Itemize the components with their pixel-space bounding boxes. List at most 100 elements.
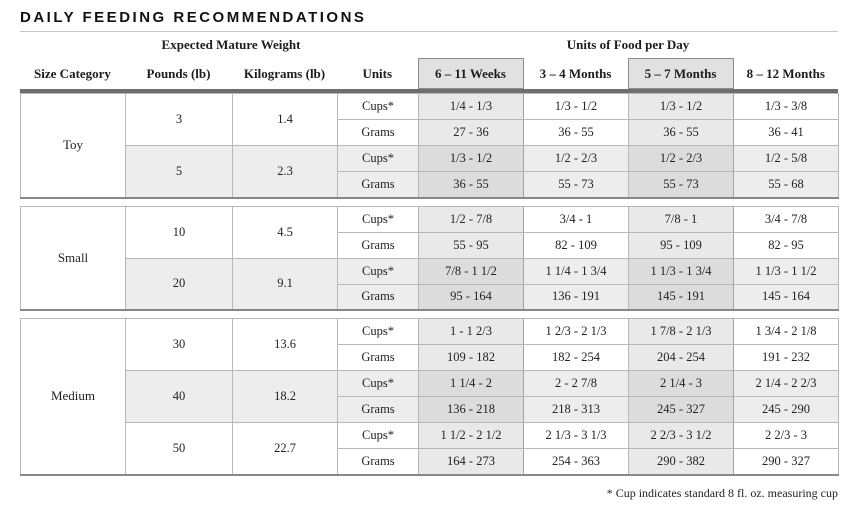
table-row: Grams 164 - 273 254 - 363 290 - 382 290 - 32… <box>21 448 839 475</box>
column-header-3-4-months: 3 – 4 Months <box>539 65 612 81</box>
grams-value-cell: 109 - 182 <box>418 344 524 371</box>
cups-value-cell: 1/3 - 1/2 <box>418 145 524 172</box>
grams-value-cell: 191 - 232 <box>733 344 839 371</box>
grams-value-cell: 204 - 254 <box>628 344 734 371</box>
cups-value-cell: 1 1/3 - 1 3/4 <box>628 257 734 285</box>
column-header-8-12-months: 8 – 12 Months <box>746 65 825 81</box>
units-label-cell: Cups* <box>337 370 419 397</box>
table-row: 5 2.3 Cups* 1/3 - 1/2 1/2 - 2/3 1/2 - 2/3 1/2 … <box>21 145 839 198</box>
table-row: Small 10 4.5 Cups* 1/2 - 7/8 3/4 - 1 7/8 - 1 3/… <box>20 205 839 311</box>
grams-value-cell: 218 - 313 <box>523 396 629 423</box>
kilograms-cell: 22.7 <box>232 422 338 475</box>
cups-value-cell: 1/3 - 1/2 <box>523 93 629 120</box>
cups-value-cell: 3/4 - 7/8 <box>733 205 839 233</box>
grams-value-cell: 245 - 290 <box>733 396 839 423</box>
section-table-small: Small 10 4.5 Cups* 1/2 - 7/8 3/4 - 1 7/8 - 1 3/… <box>20 205 839 311</box>
grams-value-cell: 95 - 164 <box>418 283 524 311</box>
cups-value-cell: 1 1/4 - 1 3/4 <box>523 257 629 285</box>
pounds-cell: 50 <box>125 422 233 475</box>
cups-value-cell: 1/2 - 2/3 <box>523 145 629 172</box>
cups-value-cell: 2 2/3 - 3 1/2 <box>628 422 734 449</box>
group-header-expected-mature-weight: Expected Mature Weight <box>161 37 301 53</box>
grams-value-cell: 254 - 363 <box>523 448 629 475</box>
cups-value-cell: 1/3 - 1/2 <box>628 93 734 120</box>
grams-value-cell: 36 - 55 <box>523 119 629 146</box>
table-row: Grams 36 - 55 55 - 73 55 - 73 55 - 68 <box>21 171 839 198</box>
table-row: 20 9.1 Cups* 7/8 - 1 1/2 1 1/4 - 1 3/4 1 1/3 … <box>21 257 839 311</box>
empty-cell <box>20 32 125 59</box>
grams-value-cell: 36 - 55 <box>628 119 734 146</box>
cups-value-cell: 1 2/3 - 2 1/3 <box>523 318 629 345</box>
units-label-cell: Grams <box>337 231 419 259</box>
pounds-cell: 5 <box>125 145 233 198</box>
cups-value-cell: 1/4 - 1/3 <box>418 93 524 120</box>
cups-value-cell: 7/8 - 1 <box>628 205 734 233</box>
units-label-cell: Grams <box>337 119 419 146</box>
grams-value-cell: 36 - 55 <box>418 171 524 198</box>
grams-value-cell: 145 - 164 <box>733 283 839 311</box>
cups-value-cell: 1 1/3 - 1 1/2 <box>733 257 839 285</box>
cups-value-cell: 2 1/4 - 2 2/3 <box>733 370 839 397</box>
units-label-cell: Grams <box>337 283 419 311</box>
units-label-cell: Grams <box>337 344 419 371</box>
column-header-pounds: Pounds (lb) <box>146 65 211 81</box>
kilograms-cell: 9.1 <box>232 257 338 311</box>
units-label-cell: Grams <box>337 396 419 423</box>
column-header-5-7-months: 5 – 7 Months <box>627 58 734 89</box>
group-header-units-of-food-per-day: Units of Food per Day <box>566 37 690 52</box>
grams-value-cell: 290 - 327 <box>733 448 839 475</box>
pounds-cell: 10 <box>125 205 233 259</box>
kilograms-cell: 2.3 <box>232 145 338 198</box>
table-row: Grams 109 - 182 182 - 254 204 - 254 191 - 23… <box>21 344 839 371</box>
table-header: Expected Mature Weight Units of Food per… <box>20 31 839 89</box>
table-row: Grams 55 - 95 82 - 109 95 - 109 82 - 95 <box>21 231 839 259</box>
cups-value-cell: 1 1/4 - 2 <box>418 370 524 397</box>
kilograms-cell: 18.2 <box>232 370 338 423</box>
section-table-medium: Medium 30 13.6 Cups* 1 - 1 2/3 1 2/3 - 2 1/3 1… <box>20 318 839 476</box>
cups-value-cell: 2 2/3 - 3 <box>733 422 839 449</box>
cups-value-cell: 2 1/3 - 3 1/3 <box>523 422 629 449</box>
cups-value-cell: 2 1/4 - 3 <box>628 370 734 397</box>
grams-value-cell: 290 - 382 <box>628 448 734 475</box>
grams-value-cell: 82 - 95 <box>733 231 839 259</box>
cups-value-cell: 1 7/8 - 2 1/3 <box>628 318 734 345</box>
units-label-cell: Cups* <box>337 422 419 449</box>
units-label-cell: Cups* <box>337 145 419 172</box>
pounds-cell: 40 <box>125 370 233 423</box>
table-row: Medium 30 13.6 Cups* 1 - 1 2/3 1 2/3 - 2 1/3 1… <box>20 318 839 475</box>
table-row: Grams 95 - 164 136 - 191 145 - 191 145 - 164 <box>21 283 839 311</box>
grams-value-cell: 182 - 254 <box>523 344 629 371</box>
column-header-6-11-weeks: 6 – 11 Weeks <box>417 58 524 89</box>
grams-value-cell: 55 - 95 <box>418 231 524 259</box>
column-header-kilograms: Kilograms (lb) <box>243 65 326 81</box>
cups-value-cell: 1 - 1 2/3 <box>418 318 524 345</box>
cups-value-cell: 1 1/2 - 2 1/2 <box>418 422 524 449</box>
grams-value-cell: 136 - 218 <box>418 396 524 423</box>
group-header-row: Expected Mature Weight Units of Food per… <box>20 32 838 59</box>
grams-value-cell: 82 - 109 <box>523 231 629 259</box>
cups-value-cell: 1/2 - 7/8 <box>418 205 524 233</box>
column-header-size-category: Size Category <box>34 65 111 81</box>
cups-value-cell: 1/2 - 5/8 <box>733 145 839 172</box>
table-row: 50 22.7 Cups* 1 1/2 - 2 1/2 2 1/3 - 3 1/3 2 2… <box>21 422 839 475</box>
size-category-cell: Small <box>20 205 126 311</box>
cups-value-cell: 2 - 2 7/8 <box>523 370 629 397</box>
page-title: DAILY FEEDING RECOMMENDATIONS <box>20 9 367 26</box>
units-label-cell: Cups* <box>337 257 419 285</box>
column-header-row: Size Category Pounds (lb) Kilograms (lb)… <box>20 58 838 89</box>
cups-value-cell: 1 3/4 - 2 1/8 <box>733 318 839 345</box>
feeding-table: Expected Mature Weight Units of Food per… <box>20 31 839 476</box>
kilograms-cell: 1.4 <box>232 93 338 146</box>
column-header-units: Units <box>362 65 393 81</box>
kilograms-cell: 4.5 <box>232 205 338 259</box>
units-label-cell: Grams <box>337 171 419 198</box>
section-table-toy: Toy 3 1.4 Cups* 1/4 - 1/3 1/3 - 1/2 1/3 - 1/2 1… <box>20 93 839 199</box>
table-row: Grams 27 - 36 36 - 55 36 - 55 36 - 41 <box>21 119 839 146</box>
units-label-cell: Cups* <box>337 205 419 233</box>
units-label-cell: Cups* <box>337 93 419 120</box>
cup-footnote: * Cup indicates standard 8 fl. oz. measu… <box>606 485 838 500</box>
table-body-sections: Toy 3 1.4 Cups* 1/4 - 1/3 1/3 - 1/2 1/3 - 1/2 1… <box>20 93 839 476</box>
grams-value-cell: 164 - 273 <box>418 448 524 475</box>
grams-value-cell: 36 - 41 <box>733 119 839 146</box>
